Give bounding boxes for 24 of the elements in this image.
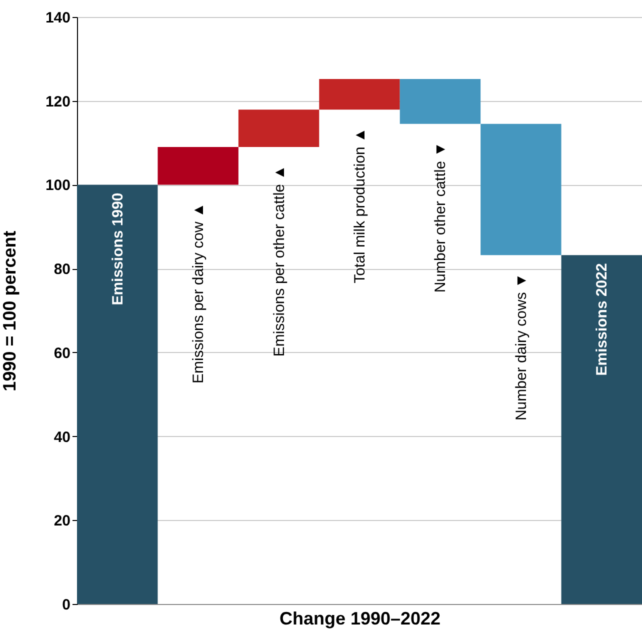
- y-tick-label: 100: [45, 177, 70, 194]
- x-tick-label: Emissions per other cattle ▲: [270, 164, 288, 357]
- y-tick-label: 80: [54, 261, 70, 278]
- y-axis-title: 1990 = 100 percent: [0, 230, 20, 392]
- bar: [77, 184, 158, 604]
- bar: [238, 110, 320, 147]
- bar: [319, 79, 400, 110]
- bar: [480, 124, 562, 256]
- y-tick-label: 140: [45, 10, 70, 26]
- x-axis-title: Change 1990–2022: [279, 608, 441, 628]
- bar: [158, 146, 238, 185]
- y-tick-label: 120: [45, 93, 70, 110]
- y-tick-label: 0: [62, 596, 70, 614]
- y-tick-label: 40: [54, 428, 70, 446]
- x-tick-label: Total milk production ▲: [352, 128, 368, 284]
- x-tick-label: Number other cattle ▼: [432, 142, 450, 293]
- y-tick-label: 60: [54, 344, 70, 362]
- x-tick-label: Number dairy cows ▼: [512, 273, 530, 421]
- bar: [400, 79, 481, 124]
- y-tick-label: 20: [54, 512, 70, 530]
- x-tick-label: Emissions 1990: [109, 192, 126, 306]
- x-tick-label: Emissions 2022: [594, 263, 611, 376]
- x-tick-label: Emissions per dairy cow ▲: [190, 202, 208, 384]
- bar: [561, 255, 642, 604]
